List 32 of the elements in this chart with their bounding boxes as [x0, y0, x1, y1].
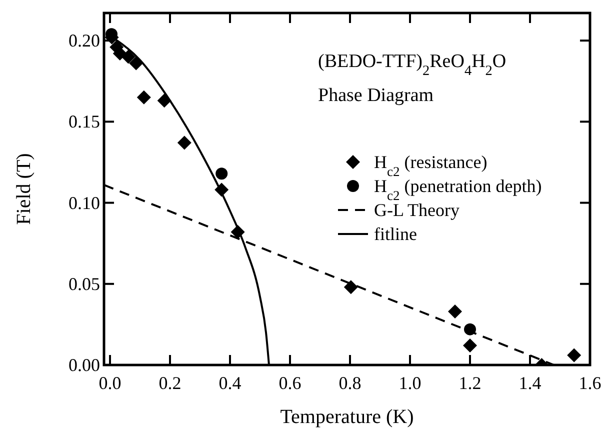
- x-tick-label: 0.0: [98, 373, 122, 393]
- point: [463, 338, 477, 353]
- point: [448, 304, 462, 318]
- x-tick-label: 0.6: [278, 373, 302, 393]
- x-tick-label: 1.2: [458, 373, 482, 393]
- point: [121, 50, 136, 64]
- point: [177, 136, 192, 150]
- y-tick-label: 0.00: [68, 355, 100, 375]
- text: (BEDO-TTF)$_{2}$ReO$_{4}$H$_{2}$O: [318, 51, 506, 79]
- x-tick-label: 1.6: [578, 373, 602, 393]
- x-tick-label: 0.8: [338, 373, 362, 393]
- point: [136, 90, 151, 104]
- text: Phase Diagram: [318, 85, 434, 106]
- y-axis-title: Field (T): [13, 153, 35, 225]
- x-tick-label: 1.4: [518, 373, 542, 393]
- legend-label: fitline: [374, 224, 417, 244]
- point: [344, 280, 358, 294]
- legend-label: G-L Theory: [374, 200, 460, 220]
- x-tick-label: 1.0: [398, 373, 422, 393]
- y-tick-label: 0.10: [68, 192, 100, 213]
- legend-label: H$_{c2}$ (resistance): [374, 152, 488, 178]
- x-tick-label: 0.2: [158, 373, 182, 393]
- point: [567, 348, 582, 362]
- y-tick-label: 0.15: [68, 112, 100, 132]
- x-axis-title: Temperature (K): [280, 406, 414, 428]
- x-tick-label: 0.4: [218, 373, 242, 393]
- point: [216, 168, 228, 180]
- point: [129, 56, 144, 70]
- point: [112, 46, 127, 61]
- y-tick-label: 0.05: [68, 274, 100, 294]
- y-tick-label: 0.20: [68, 30, 100, 51]
- legend-label: H$_{c2}$ (penetration depth): [374, 176, 542, 202]
